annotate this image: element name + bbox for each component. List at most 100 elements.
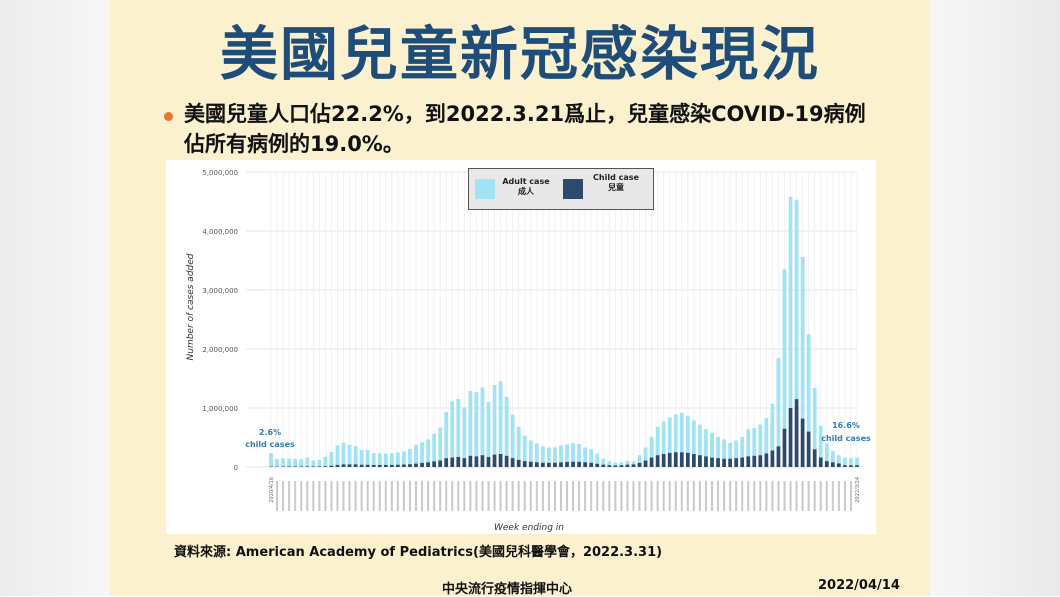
bar-adult (499, 381, 503, 454)
x-tick-label (445, 481, 447, 511)
bar-child (595, 464, 599, 467)
y-tick-label: 2,000,000 (202, 346, 238, 354)
x-tick-label (765, 481, 767, 511)
bar-child (311, 466, 315, 467)
bar-child (632, 464, 636, 467)
bar-adult (444, 412, 448, 458)
bar-child (414, 464, 418, 467)
bar-adult (438, 427, 442, 460)
bar-adult (620, 462, 624, 465)
x-tick-label (850, 481, 852, 511)
x-tick-label (699, 481, 701, 511)
bar-child (529, 462, 533, 467)
x-tick-label (312, 481, 314, 511)
bar-child (698, 455, 702, 467)
x-tick-label (645, 481, 647, 511)
bar-adult (783, 269, 787, 428)
bar-child (517, 460, 521, 467)
bar-child (499, 454, 503, 467)
bar-adult (535, 443, 539, 462)
bars (269, 197, 859, 467)
x-tick-label (379, 481, 381, 511)
bar-child (656, 455, 660, 467)
bar-adult (825, 443, 829, 461)
bar-child (426, 462, 430, 467)
bar-child (511, 458, 515, 467)
bar-adult (662, 422, 666, 454)
bar-adult (372, 453, 376, 465)
bar-child (771, 450, 775, 467)
bar-adult (589, 449, 593, 463)
bar-adult (559, 445, 563, 462)
bar-child (589, 463, 593, 467)
bar-adult (462, 407, 466, 458)
bar-adult (722, 439, 726, 458)
footer-organization: 中央流行疫情指揮中心 (442, 578, 572, 597)
x-tick-label (367, 481, 369, 511)
x-tick-label (729, 481, 731, 511)
bar-adult (414, 445, 418, 464)
bar-adult (789, 197, 793, 408)
x-tick-label (500, 481, 502, 511)
x-tick-label (608, 481, 610, 511)
bullet-dot (164, 112, 173, 121)
x-tick-label (808, 481, 810, 511)
x-tick-label (542, 481, 544, 511)
bar-adult (734, 440, 738, 458)
legend-adult-swatch (475, 179, 495, 199)
bar-child (577, 462, 581, 467)
x-tick-label (687, 481, 689, 511)
bar-adult (354, 446, 358, 464)
x-tick-label (669, 481, 671, 511)
bar-child (607, 465, 611, 467)
bar-child (342, 464, 346, 467)
bar-adult (632, 461, 636, 464)
bar-adult (330, 452, 334, 466)
y-tick-label: 3,000,000 (202, 287, 238, 295)
bar-adult (396, 452, 400, 464)
bar-adult (837, 455, 841, 463)
y-tick-label: 0 (234, 464, 238, 472)
annotation-start-pct: 2.6% (259, 428, 281, 437)
bar-adult (511, 414, 515, 458)
bar-child (475, 456, 479, 467)
bar-adult (408, 449, 412, 464)
y-ticks: 01,000,0002,000,0003,000,0004,000,0005,0… (202, 169, 238, 472)
bar-adult (740, 437, 744, 458)
x-tick-label (282, 481, 284, 511)
bar-child (372, 465, 376, 467)
x-tick-label (626, 481, 628, 511)
x-tick-label (433, 481, 435, 511)
x-tick-label (536, 481, 538, 511)
bar-child (783, 429, 787, 467)
bar-child (553, 463, 557, 467)
bar-adult (493, 385, 497, 455)
bar-adult (299, 459, 303, 466)
bar-child (408, 464, 412, 467)
x-tick-label (771, 481, 773, 511)
bar-child (583, 462, 587, 467)
bar-adult (638, 455, 642, 463)
bar-adult (692, 420, 696, 454)
bar-child (462, 458, 466, 467)
bar-child (402, 465, 406, 467)
x-tick-label (330, 481, 332, 511)
bar-child (366, 465, 370, 467)
bar-child (360, 465, 364, 467)
bar-child (601, 465, 605, 467)
x-tick-label (409, 481, 411, 511)
bar-child (644, 461, 648, 467)
x-tick-label (693, 481, 695, 511)
bar-adult (674, 414, 678, 452)
x-tick-label (349, 481, 351, 511)
x-tick-label (844, 481, 846, 511)
x-tick-label (518, 481, 520, 511)
x-tick-label (578, 481, 580, 511)
bar-child (450, 458, 454, 467)
bar-child (420, 463, 424, 467)
bar-child (831, 462, 835, 467)
bar-child (444, 458, 448, 467)
x-tick-label (826, 481, 828, 511)
bar-child (481, 455, 485, 467)
